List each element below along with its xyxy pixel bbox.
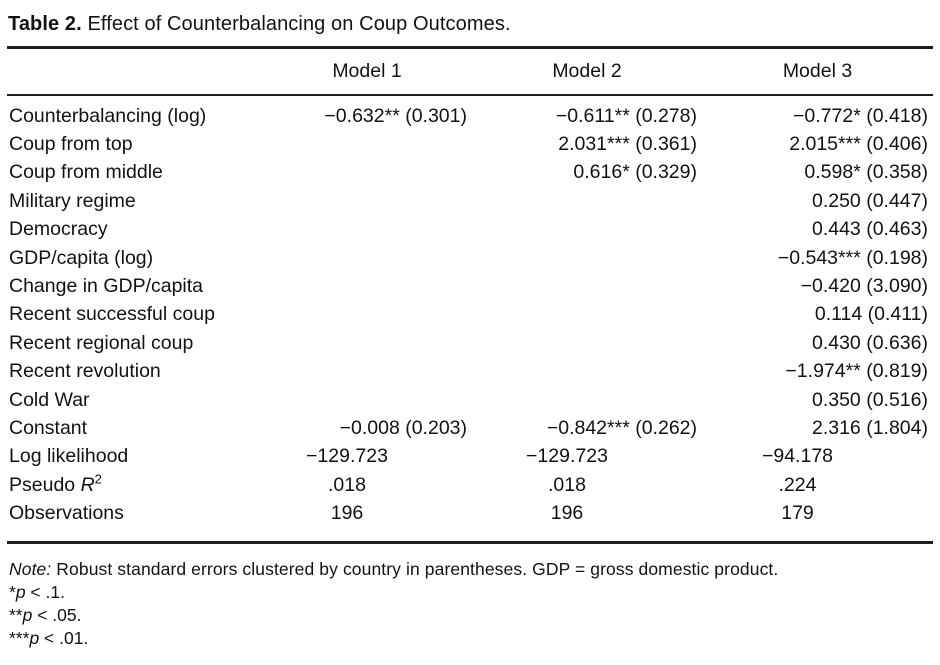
cell-value <box>472 386 702 414</box>
row-label: Recent revolution <box>9 360 161 383</box>
cell-value: −0.772* (0.418) <box>793 104 928 127</box>
cell-value <box>472 244 702 272</box>
cell-value: −1.974** (0.819) <box>785 360 928 383</box>
row-label: Coup from top <box>9 132 133 155</box>
cell-value: 0.443 (0.463) <box>811 218 928 241</box>
cell-value: −129.723 <box>526 445 608 468</box>
table-number-label: Table 2. <box>8 13 82 35</box>
cell-value: .018 <box>328 473 366 496</box>
cell-value: −94.178 <box>761 445 834 468</box>
cell-value: 196 <box>472 499 702 544</box>
cell-value <box>262 357 472 385</box>
column-header-model-3: Model 3 <box>702 46 933 96</box>
cell-value <box>262 215 472 243</box>
table-note: Note: Robust standard errors clustered b… <box>9 557 933 581</box>
cell-value <box>262 158 472 186</box>
cell-value: 0.598* (0.358) <box>804 161 928 184</box>
cell-value: 2.316 (1.804) <box>811 416 928 439</box>
row-label: Constant <box>9 416 88 439</box>
row-label: GDP/capita (log) <box>9 246 154 269</box>
cell-value: 0.250 (0.447) <box>811 189 928 212</box>
note-text: Robust standard errors clustered by coun… <box>51 558 779 579</box>
table-row: Observations 196 196 179 <box>7 499 933 544</box>
cell-value <box>262 130 472 158</box>
table-row: Democracy 0.443 (0.463) <box>7 215 933 243</box>
cell-value: 0.430 (0.636) <box>811 331 928 354</box>
cell-value <box>262 300 472 328</box>
table-row: Change in GDP/capita −0.420 (3.090) <box>7 272 933 300</box>
cell-value: −0.420 (3.090) <box>800 274 928 297</box>
cell-value: 0.350 (0.516) <box>811 388 928 411</box>
note-label: Note: <box>9 558 52 579</box>
table-row: Pseudo R2 .018 .018 .224 <box>7 471 933 499</box>
cell-value: −0.842*** (0.262) <box>546 416 697 439</box>
row-label: Counterbalancing (log) <box>9 104 207 127</box>
row-label: Pseudo R2 <box>9 471 102 496</box>
cell-value <box>262 272 472 300</box>
row-label: Coup from middle <box>9 161 163 184</box>
cell-value <box>472 272 702 300</box>
cell-value: 0.114 (0.411) <box>814 303 928 326</box>
column-header-model-1: Model 1 <box>262 46 472 96</box>
row-label: Cold War <box>9 388 90 411</box>
table-title: Table 2. Effect of Counterbalancing on C… <box>8 13 933 36</box>
cell-value <box>472 357 702 385</box>
cell-value: 179 <box>702 499 933 544</box>
row-label: Recent successful coup <box>9 303 215 326</box>
row-label: Change in GDP/capita <box>9 274 204 297</box>
table-row: Coup from top 2.031*** (0.361) 2.015*** (0… <box>7 130 933 158</box>
cell-value <box>262 187 472 215</box>
row-label: Democracy <box>9 218 108 241</box>
cell-value <box>472 215 702 243</box>
cell-value: −0.008 (0.203) <box>339 416 467 439</box>
regression-table: Model 1 Model 2 Model 3 Counterbalancing… <box>7 46 933 544</box>
cell-value: 2.031*** (0.361) <box>558 132 697 155</box>
table-caption: Effect of Counterbalancing on Coup Outco… <box>81 13 511 35</box>
table-row: Constant −0.008 (0.203) −0.842*** (0.262) 2… <box>7 414 933 442</box>
cell-value <box>262 244 472 272</box>
cell-value: −0.611** (0.278) <box>555 104 697 127</box>
row-label: Military regime <box>9 189 136 212</box>
cell-value: −0.632** (0.301) <box>324 104 467 127</box>
cell-value: −0.543*** (0.198) <box>777 246 928 269</box>
table-row: Counterbalancing (log) −0.632** (0.301) −0… <box>7 95 933 130</box>
table-body: Counterbalancing (log) −0.632** (0.301) −0… <box>7 95 933 544</box>
cell-value: 2.015*** (0.406) <box>789 132 928 155</box>
table-row: Recent regional coup 0.430 (0.636) <box>7 329 933 357</box>
table-header-row: Model 1 Model 2 Model 3 <box>7 46 933 96</box>
cell-value: .018 <box>548 473 586 496</box>
table-row: Coup from middle 0.616* (0.329) 0.598* (0.… <box>7 158 933 186</box>
significance-notes: *p < .1. **p < .05. ***p < .01. <box>9 581 933 650</box>
empty-header-cell <box>7 46 262 96</box>
significance-note: ***p < .01. <box>9 627 89 648</box>
row-label: Log likelihood <box>9 445 129 468</box>
cell-value: .224 <box>778 473 817 496</box>
table-notes: Note: Robust standard errors clustered b… <box>7 557 933 650</box>
cell-value <box>472 329 702 357</box>
table-row: Recent successful coup 0.114 (0.411) <box>7 300 933 328</box>
row-label: Recent regional coup <box>9 331 194 354</box>
table-row: Cold War 0.350 (0.516) <box>7 386 933 414</box>
table-row: Log likelihood −129.723 −129.723 −94.178 <box>7 442 933 470</box>
cell-value <box>472 300 702 328</box>
table-row: GDP/capita (log) −0.543*** (0.198) <box>7 244 933 272</box>
cell-value: −129.723 <box>306 445 388 468</box>
significance-note: *p < .1. <box>9 581 65 602</box>
table-row: Military regime 0.250 (0.447) <box>7 187 933 215</box>
column-header-model-2: Model 2 <box>472 46 702 96</box>
table-row: Recent revolution −1.974** (0.819) <box>7 357 933 385</box>
significance-note: **p < .05. <box>9 604 82 625</box>
cell-value: 0.616* (0.329) <box>573 161 697 184</box>
cell-value: 196 <box>262 499 472 544</box>
row-label: Observations <box>7 499 262 544</box>
cell-value <box>262 386 472 414</box>
cell-value <box>262 329 472 357</box>
cell-value <box>472 187 702 215</box>
